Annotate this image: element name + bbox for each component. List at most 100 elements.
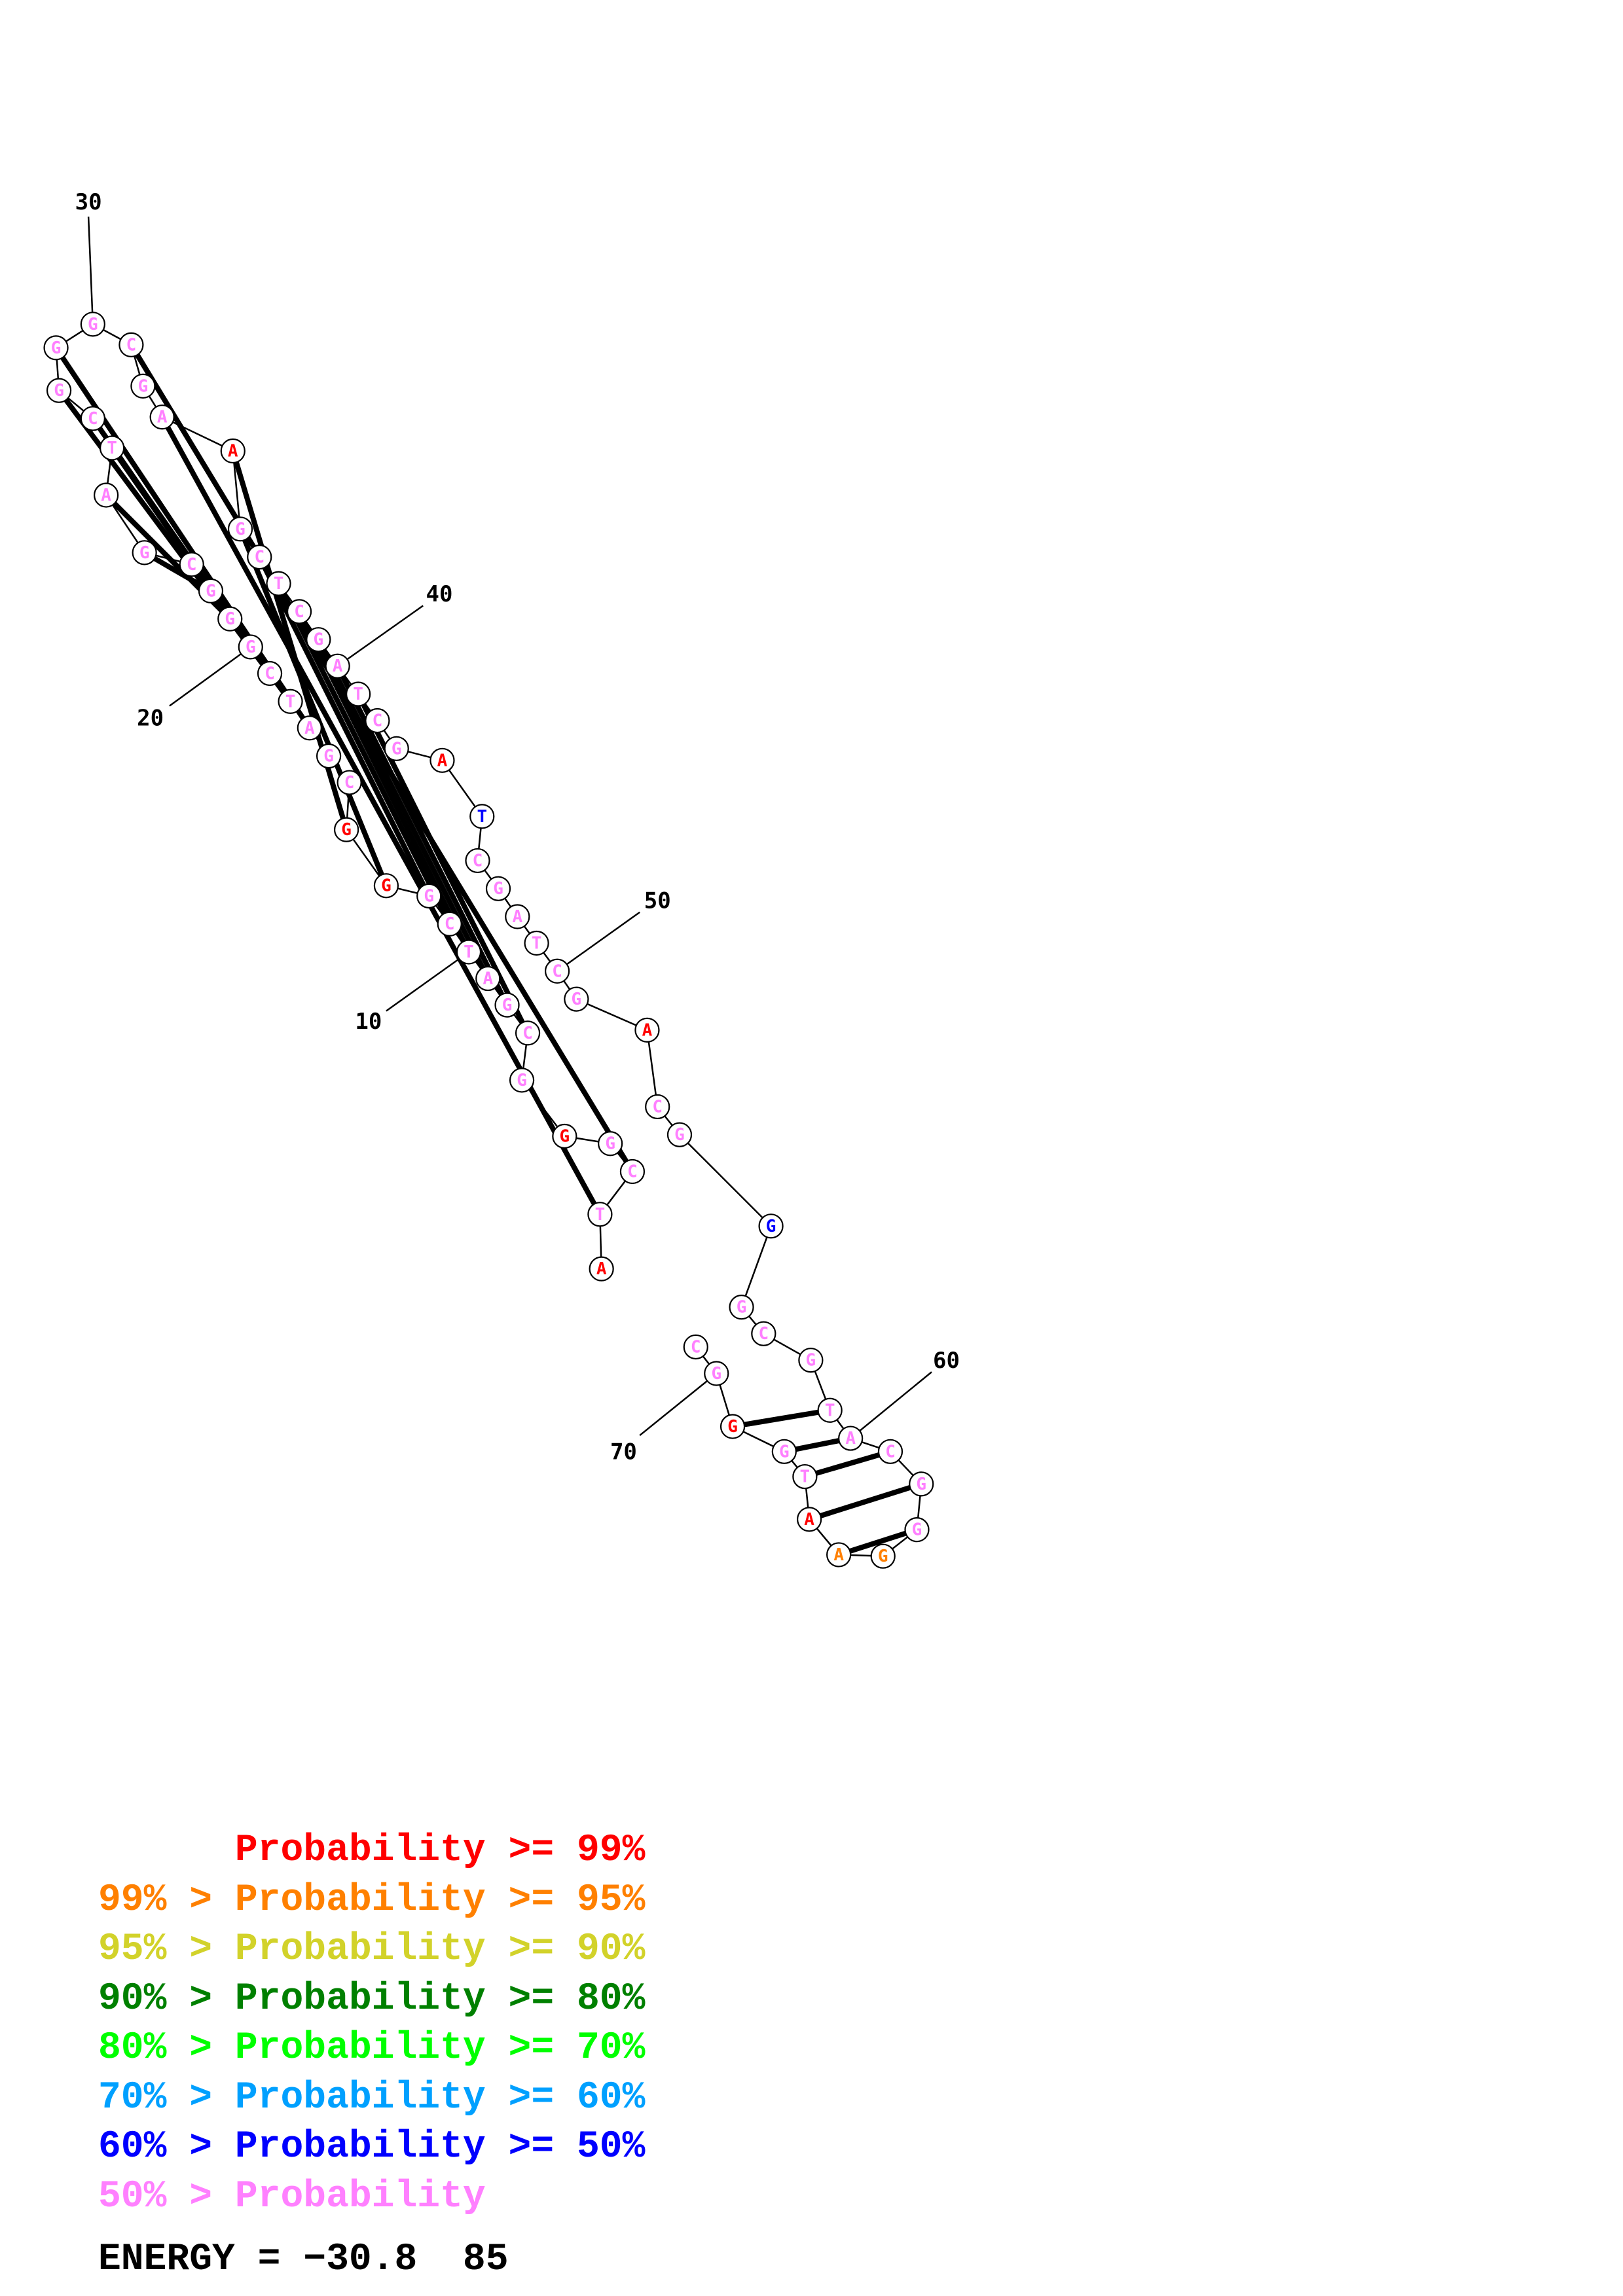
nucleotide-letter: T [532,934,542,954]
base-pair-bond [276,582,452,925]
nucleotide-14: G [334,817,359,842]
nucleotide-34: A [220,438,246,464]
base-pair-bond [808,1481,922,1522]
nucleotide-59: T [817,1397,843,1423]
legend-left: 80% [98,2027,167,2070]
nucleotide-letter: C [758,1324,769,1344]
nucleotide-circle [524,930,549,956]
legend-right: 80% [576,1977,646,2020]
nucleotide-44: A [429,747,455,773]
nucleotide-letter: A [157,408,168,427]
nucleotide-49: T [524,930,549,956]
nucleotide-19: C [257,660,283,687]
nucleotide-circle [505,904,530,929]
nucleotide-letter: T [274,574,284,594]
nucleotide-circle [119,332,144,357]
nucleotide-circle [619,1158,646,1185]
nucleotide-circle [598,1131,623,1157]
nucleotide-24: G [132,540,157,565]
nucleotide-letter: G [517,1071,527,1090]
base-pair-bond [297,610,471,954]
nucleotide-circle [509,1067,535,1093]
nucleotide-3: C [619,1158,646,1185]
nucleotide-25: A [94,482,119,508]
nucleotide-70: G [704,1361,729,1386]
nucleotide-circle [325,653,350,679]
nucleotide-circle [132,540,157,565]
nucleotide-letter: G [392,739,402,759]
nucleotide-letter: G [138,376,149,396]
nucleotide-circle [683,1334,708,1360]
nucleotide-41: T [346,681,371,707]
legend-sep: > [166,2126,235,2168]
legend-op: >= [485,1878,577,1922]
nucleotide-30: G [80,312,105,337]
nucleotide-1: A [589,1256,614,1282]
nucleotide-letter: G [916,1475,926,1494]
base-pair-bond [143,550,212,594]
legend-sep: > [166,2027,235,2070]
legend-left: 90% [98,1977,167,2020]
legend-mid: Probability [234,2126,486,2168]
legend-sep: > [166,1977,235,2020]
nucleotide-circle [334,817,359,842]
legend-row: 80% > Probability >= 70% [98,2024,645,2073]
tick-line [850,1371,932,1439]
nucleotide-10: T [456,939,482,965]
nucleotide-circle [278,689,303,714]
nucleotide-letter: C [652,1097,663,1117]
nucleotide-circle [494,992,520,1018]
base-pair-bond [837,1527,918,1558]
nucleotide-circle [247,544,272,570]
base-pair-bond [804,1448,892,1479]
legend-right: 95% [576,1878,646,1922]
nucleotide-53: C [645,1094,670,1120]
nucleotide-letter: C [264,664,275,683]
base-pair-bond [160,416,602,1216]
legend-row: Probability >= 99% [98,1826,646,1876]
nucleotide-letter: T [800,1467,811,1487]
nucleotide-circle [238,634,263,660]
nucleotide-circle [475,965,501,992]
nucleotide-58: G [798,1348,824,1373]
legend-mid: Probability [234,1878,486,1922]
nucleotide-letter: G [235,520,246,539]
nucleotide-letter: G [674,1125,685,1145]
nucleotide-letter: C [187,555,197,575]
nucleotide-letter: C [885,1442,896,1462]
tick-label-40: 40 [426,581,452,607]
base-pair-bond [257,556,431,897]
nucleotide-40: A [325,653,350,679]
nucleotide-27: C [80,406,105,431]
nucleotide-circle [645,1094,670,1120]
nucleotide-56: G [729,1295,754,1320]
nucleotide-circle [552,1123,577,1149]
backbone-segment [575,998,647,1031]
nucleotide-circle [266,571,291,596]
nucleotide-letter: C [88,409,98,429]
nucleotide-letter: C [627,1162,638,1182]
nucleotide-23: C [179,552,204,577]
nucleotide-circle [751,1321,776,1346]
nucleotide-letter: G [878,1547,888,1566]
nucleotide-circle [286,599,312,624]
legend-left [98,1829,166,1872]
nucleotide-61: C [877,1439,903,1464]
legend-row: 70% > Probability >= 60% [98,2073,645,2123]
nucleotide-letter: G [323,747,334,766]
nucleotide-letter: G [246,637,256,657]
nucleotide-circle [365,708,390,734]
legend-row: 90% > Probability >= 80% [98,1975,645,2024]
nucleotide-66: A [797,1507,822,1532]
nucleotide-circle [220,438,246,464]
nucleotide-circle [589,1256,614,1282]
nucleotide-circle [798,1348,824,1373]
legend-mid: Probability [234,1829,486,1872]
nucleotide-letter: G [560,1126,570,1146]
nucleotide-50: C [544,958,570,984]
nucleotide-letter: G [711,1364,721,1384]
nucleotide-letter: G [54,381,64,401]
nucleotide-letter: A [804,1510,814,1530]
nucleotide-65: A [826,1542,852,1568]
